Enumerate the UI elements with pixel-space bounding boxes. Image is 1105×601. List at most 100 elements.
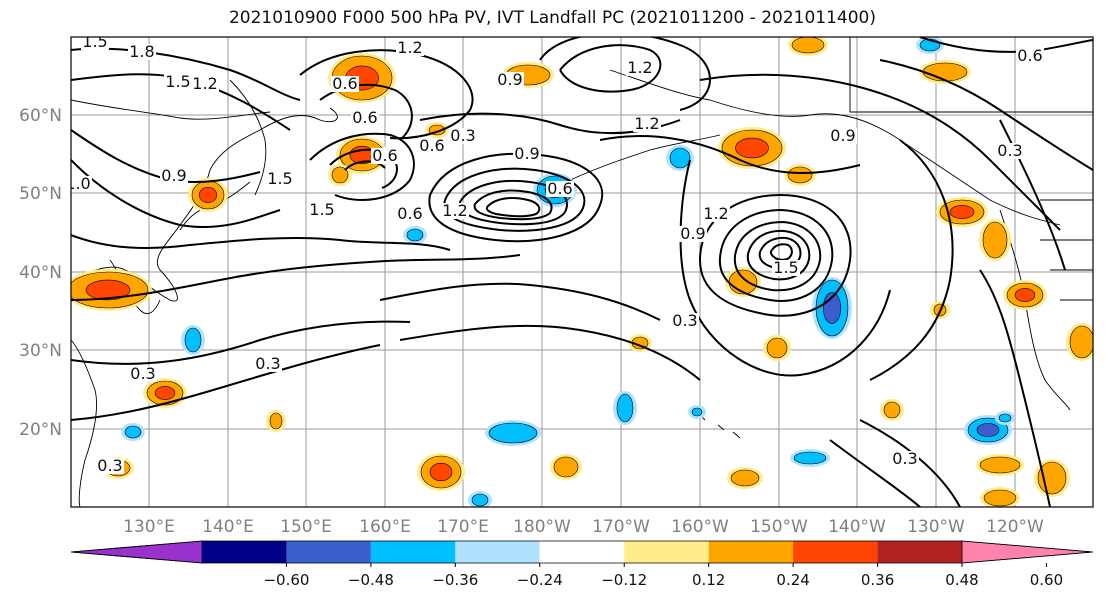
contour-label-bg — [164, 74, 192, 90]
latitude-tick-label: 40°N — [19, 263, 62, 283]
negative-anomaly — [916, 37, 944, 54]
contour-label-bg — [254, 356, 282, 372]
contour-label-bg — [160, 168, 188, 184]
negative-anomaly — [666, 145, 694, 171]
contour-label-bg — [996, 143, 1024, 159]
positive-anomaly — [788, 37, 828, 56]
contour-label: 1.2 — [634, 114, 659, 133]
contour-label: 1.5 — [82, 32, 107, 51]
colorbar-tick-label: −0.48 — [348, 571, 394, 589]
colorbar-box — [202, 541, 287, 563]
longitude-tick-label: 150°W — [750, 517, 808, 537]
contour-label: 0.3 — [997, 141, 1022, 160]
longitude-tick-label: 120°W — [986, 517, 1044, 537]
negative-anomaly — [485, 420, 541, 446]
longitude-tick-label: 180°W — [513, 517, 571, 537]
colorbar-extend-min — [70, 540, 203, 564]
contour-label-bg — [546, 181, 574, 197]
latitude-tick-label: 30°N — [19, 341, 62, 361]
colorbar-extend-max — [961, 540, 1094, 564]
positive-anomaly — [936, 197, 988, 227]
colorbar-box — [793, 541, 878, 563]
latitude-tick-label: 20°N — [19, 420, 62, 440]
contour-label-bg — [829, 128, 857, 144]
positive-anomaly — [919, 60, 971, 84]
contour-label: 0.6 — [547, 179, 572, 198]
contour-label: 1.2 — [442, 201, 467, 220]
contour-label: 0.9 — [830, 126, 855, 145]
contour-label-bg — [371, 148, 399, 164]
contour-label: 0.6 — [352, 108, 377, 127]
colorbar-tick-label: 0.36 — [861, 571, 894, 589]
contour-label: 0.3 — [130, 364, 155, 383]
positive-anomaly — [980, 487, 1020, 507]
positive-anomaly — [417, 453, 465, 491]
contour-label-bg — [679, 226, 707, 242]
longitude-tick-label: 140°E — [202, 517, 254, 537]
contour-label-bg — [633, 116, 661, 132]
contour-label-bg — [496, 72, 524, 88]
contour-label-bg — [331, 76, 359, 92]
contour-label: 0.9 — [497, 70, 522, 89]
positive-anomaly — [1003, 280, 1047, 310]
colorbar-tick-label: −0.60 — [263, 571, 309, 589]
longitude-labels: 130°E 140°E 150°E 160°E 170°E 180°W 170°W 160°W… — [123, 517, 1044, 537]
longitude-tick-label: 130°E — [123, 517, 175, 537]
positive-anomaly — [1034, 459, 1070, 497]
colorbar-tick-label: −0.36 — [432, 571, 478, 589]
pv-contours — [71, 37, 1093, 507]
colorbar-box — [624, 541, 709, 563]
contour-label: 0.3 — [450, 126, 475, 145]
contour-label: 1.5 — [309, 200, 334, 219]
contour-label-bg — [449, 128, 477, 144]
colorbar-box — [877, 541, 962, 563]
positive-anomaly — [763, 335, 791, 361]
contour-label: 0.9 — [161, 166, 186, 185]
colorbar-tick-label: 0.12 — [692, 571, 725, 589]
contour-label: 1.8 — [129, 42, 154, 61]
contour-label: 1.2 — [397, 38, 422, 57]
positive-anomaly — [979, 219, 1011, 261]
contour-label: 0.6 — [1017, 46, 1042, 65]
positive-anomaly — [266, 410, 286, 432]
contour-label-bg — [1016, 48, 1044, 64]
contour-label: 1.5 — [267, 169, 292, 188]
contour-label-bg — [191, 76, 219, 92]
colorbar-box — [708, 541, 794, 563]
plot-frame — [70, 36, 1094, 508]
contour-label: 1.2 — [703, 204, 728, 223]
contour-label-bg — [129, 366, 157, 382]
colorbar-box — [455, 541, 540, 563]
colorbar-tick-label: 0.24 — [776, 571, 809, 589]
contour-label-bg — [513, 146, 541, 162]
contour-label-bg — [266, 171, 294, 187]
contour-label-bg — [441, 203, 469, 219]
positive-anomaly — [71, 269, 152, 311]
contour-label: 0.6 — [372, 146, 397, 165]
colorbar-tick-label: −0.12 — [601, 571, 647, 589]
contour-label: 0.3 — [255, 354, 280, 373]
positive-anomaly — [718, 127, 786, 169]
colorbar: −0.60 −0.48 −0.36 −0.24 −0.12 0.12 0.24 0.36 0.4… — [70, 540, 1094, 589]
contour-label: 0.3 — [892, 449, 917, 468]
positive-anomaly — [880, 399, 904, 421]
contour-label-bg — [396, 206, 424, 222]
negative-anomaly — [688, 405, 706, 419]
colorbar-outline — [70, 540, 1094, 564]
contour-label-bg — [81, 37, 109, 50]
longitude-tick-label: 140°W — [828, 517, 886, 537]
contour-label: 0.6 — [419, 136, 444, 155]
contour-label: 0.3 — [97, 456, 122, 475]
negative-anomaly — [181, 325, 205, 355]
map-title: 2021010900 F000 500 hPa PV, IVT Landfall… — [228, 8, 876, 28]
longitude-tick-label: 160°W — [671, 517, 729, 537]
latitude-tick-label: 50°N — [19, 184, 62, 204]
positive-anomaly — [784, 164, 816, 186]
contour-label-bg — [351, 110, 379, 126]
contour-label-bg — [671, 313, 699, 329]
contour-label-bg — [891, 451, 919, 467]
contour-label-bg — [71, 176, 92, 192]
contour-label-bg — [772, 260, 800, 276]
negative-anomaly — [121, 423, 145, 441]
